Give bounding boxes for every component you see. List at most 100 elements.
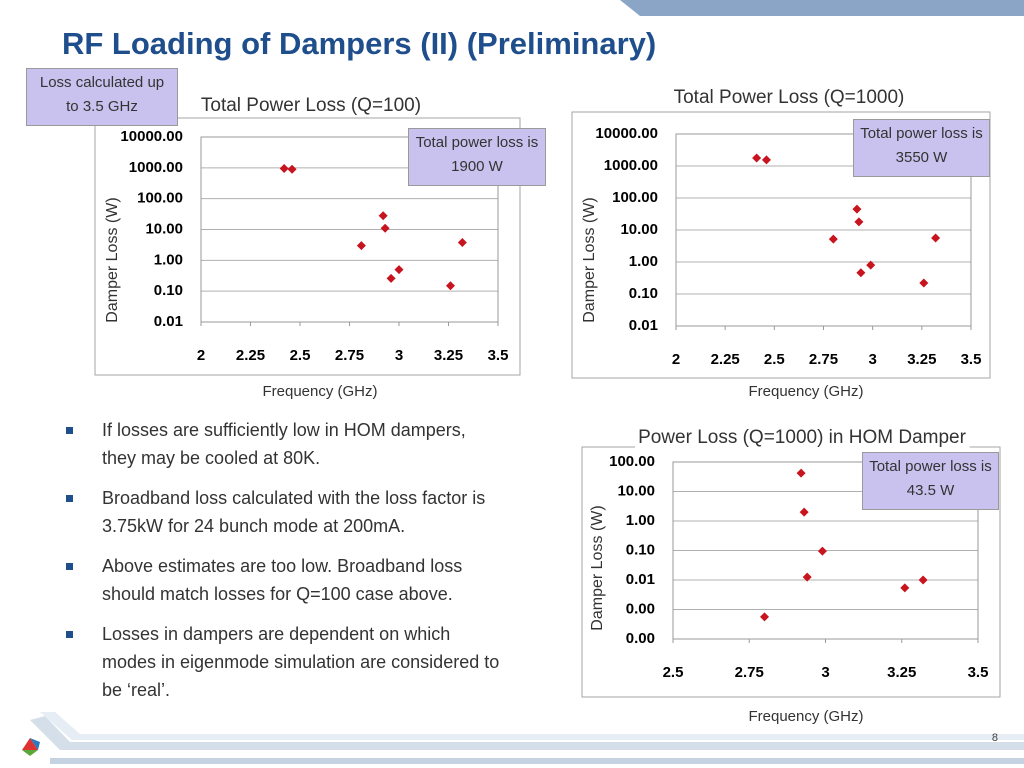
data-point bbox=[378, 211, 388, 221]
y-tick-label: 10000.00 bbox=[120, 128, 183, 145]
y-tick-label: 10.00 bbox=[617, 482, 655, 499]
x-tick-label: 3.5 bbox=[968, 664, 989, 681]
y-axis-label: Damper Loss (W) bbox=[589, 505, 606, 630]
top-band bbox=[620, 0, 1024, 16]
x-tick-label: 3.5 bbox=[488, 347, 509, 364]
x-tick-label: 2 bbox=[197, 347, 205, 364]
y-tick-label: 10.00 bbox=[620, 221, 658, 238]
bullet: Losses in dampers are dependent on which… bbox=[62, 620, 502, 704]
y-tick-label: 100.00 bbox=[137, 190, 183, 207]
data-point bbox=[279, 164, 289, 174]
x-tick-label: 3.25 bbox=[887, 664, 916, 681]
chart-title: Total Power Loss (Q=100) bbox=[201, 95, 421, 116]
x-tick-label: 2.75 bbox=[809, 351, 838, 368]
x-tick-label: 2.25 bbox=[711, 351, 740, 368]
note-callout: Loss calculated up to 3.5 GHz bbox=[26, 68, 178, 126]
x-tick-label: 3 bbox=[868, 351, 876, 368]
y-tick-label: 0.10 bbox=[154, 282, 183, 299]
data-point bbox=[386, 273, 396, 283]
data-point bbox=[828, 234, 838, 244]
y-axis-label: Damper Loss (W) bbox=[581, 197, 598, 322]
y-tick-label: 1000.00 bbox=[604, 157, 658, 174]
y-tick-label: 0.01 bbox=[154, 313, 183, 330]
chart-title: Total Power Loss (Q=1000) bbox=[674, 87, 905, 108]
y-tick-label: 1.00 bbox=[629, 253, 658, 270]
logo bbox=[22, 738, 38, 750]
x-tick-label: 2.5 bbox=[764, 351, 785, 368]
x-axis-label: Frequency (GHz) bbox=[262, 383, 377, 400]
title-background bbox=[635, 427, 970, 449]
chart-frame bbox=[571, 111, 991, 379]
x-tick-label: 2.75 bbox=[735, 664, 764, 681]
y-tick-label: 1.00 bbox=[626, 512, 655, 529]
y-tick-label: 10000.00 bbox=[595, 125, 658, 142]
data-point bbox=[856, 268, 866, 278]
data-point bbox=[394, 265, 404, 275]
bullet: If losses are sufficiently low in HOM da… bbox=[62, 416, 502, 472]
y-tick-label: 0.01 bbox=[629, 317, 658, 334]
data-point bbox=[287, 164, 297, 174]
data-point bbox=[852, 204, 862, 214]
y-tick-label: 0.10 bbox=[626, 541, 655, 558]
y-tick-label: 10.00 bbox=[145, 220, 183, 237]
x-tick-label: 2.5 bbox=[663, 664, 684, 681]
data-point bbox=[356, 241, 366, 251]
slide-title: RF Loading of Dampers (II) (Preliminary) bbox=[62, 26, 657, 61]
y-tick-label: 0.00 bbox=[626, 600, 655, 617]
page-number: 8 bbox=[991, 732, 998, 744]
logo bbox=[30, 738, 40, 750]
x-tick-label: 3 bbox=[395, 347, 403, 364]
data-point bbox=[854, 217, 864, 227]
y-tick-label: 100.00 bbox=[609, 453, 655, 470]
data-point bbox=[918, 575, 928, 585]
x-tick-label: 3.25 bbox=[907, 351, 936, 368]
data-point bbox=[760, 612, 769, 622]
y-tick-label: 0.01 bbox=[626, 571, 655, 588]
data-point bbox=[900, 583, 910, 593]
data-point bbox=[761, 155, 771, 165]
data-point bbox=[445, 281, 455, 291]
x-tick-label: 3.5 bbox=[961, 351, 982, 368]
bullet: Broadband loss calculated with the loss … bbox=[62, 484, 502, 540]
annotation-callout: Total power loss is 43.5 W bbox=[862, 452, 999, 510]
bullet-list: If losses are sufficiently low in HOM da… bbox=[62, 416, 502, 716]
x-axis-label: Frequency (GHz) bbox=[748, 708, 863, 725]
x-tick-label: 2 bbox=[672, 351, 680, 368]
x-tick-label: 3.25 bbox=[434, 347, 463, 364]
data-point bbox=[817, 546, 827, 556]
data-point bbox=[796, 468, 806, 478]
data-point bbox=[802, 572, 812, 582]
title-background bbox=[197, 95, 425, 117]
y-axis-label: Damper Loss (W) bbox=[104, 197, 121, 322]
bullet: Above estimates are too low. Broadband l… bbox=[62, 552, 502, 608]
y-tick-label: 1.00 bbox=[154, 251, 183, 268]
bottom-stripe bbox=[40, 712, 1024, 740]
y-tick-label: 1000.00 bbox=[129, 159, 183, 176]
data-point bbox=[457, 237, 467, 247]
x-tick-label: 2.5 bbox=[290, 347, 311, 364]
x-tick-label: 2.75 bbox=[335, 347, 364, 364]
data-point bbox=[866, 260, 876, 270]
y-tick-label: 100.00 bbox=[612, 189, 658, 206]
data-point bbox=[380, 223, 390, 233]
chart-frame bbox=[94, 117, 521, 376]
logo bbox=[22, 750, 38, 756]
data-point bbox=[799, 507, 809, 517]
data-point bbox=[919, 278, 929, 288]
chart-title: Power Loss (Q=1000) in HOM Damper bbox=[638, 427, 967, 448]
x-axis-label: Frequency (GHz) bbox=[748, 383, 863, 400]
bottom-stripe bbox=[30, 716, 1024, 750]
data-point bbox=[931, 233, 941, 243]
x-tick-label: 2.25 bbox=[236, 347, 265, 364]
y-tick-label: 0.00 bbox=[626, 630, 655, 647]
title-background bbox=[670, 87, 908, 109]
x-tick-label: 3 bbox=[821, 664, 829, 681]
annotation-callout: Total power loss is 3550 W bbox=[853, 119, 990, 177]
annotation-callout: Total power loss is 1900 W bbox=[408, 128, 546, 186]
y-tick-label: 0.10 bbox=[629, 285, 658, 302]
data-point bbox=[752, 153, 762, 163]
bottom-stripe bbox=[50, 758, 1024, 764]
